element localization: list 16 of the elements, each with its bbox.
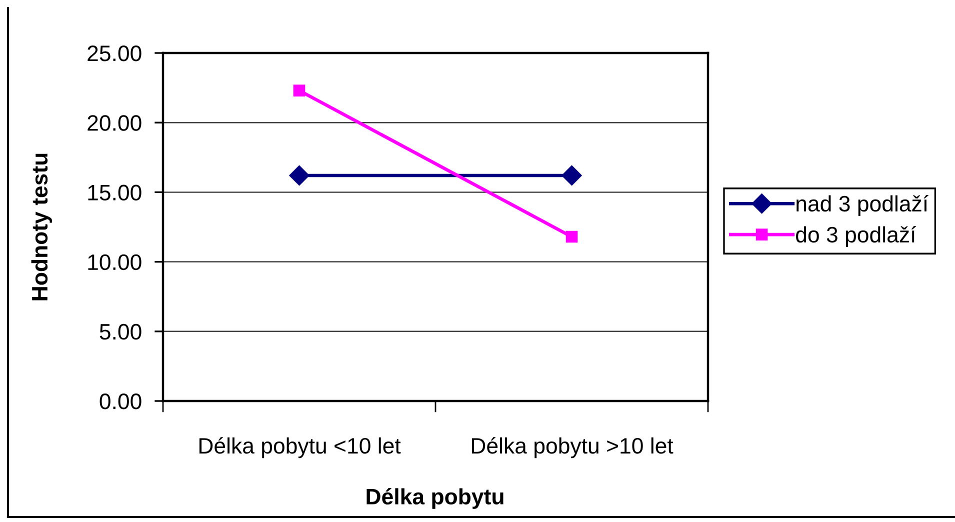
y-axis-title: Hodnoty testu	[31, 154, 52, 300]
y-tick-label: 5.00	[100, 324, 142, 340]
y-tick-label: 0.00	[100, 394, 142, 410]
point	[293, 84, 306, 96]
x-axis-title: Délka pobytu	[366, 488, 504, 509]
y-tick-label: 25.00	[88, 46, 142, 62]
x-tick-label: Délka pobytu >10 let	[472, 437, 674, 458]
y-tick-label: 20.00	[88, 115, 142, 131]
y-tick-label: 10.00	[88, 254, 142, 270]
legend-label: do 3 podlaží	[796, 226, 916, 247]
x-tick-label: Délka pobytu <10 let	[199, 437, 401, 458]
point	[289, 165, 310, 186]
y-tick-label: 15.00	[88, 184, 142, 200]
legend-label: nad 3 podlaží	[796, 195, 928, 216]
point	[562, 165, 582, 186]
point	[566, 230, 578, 243]
